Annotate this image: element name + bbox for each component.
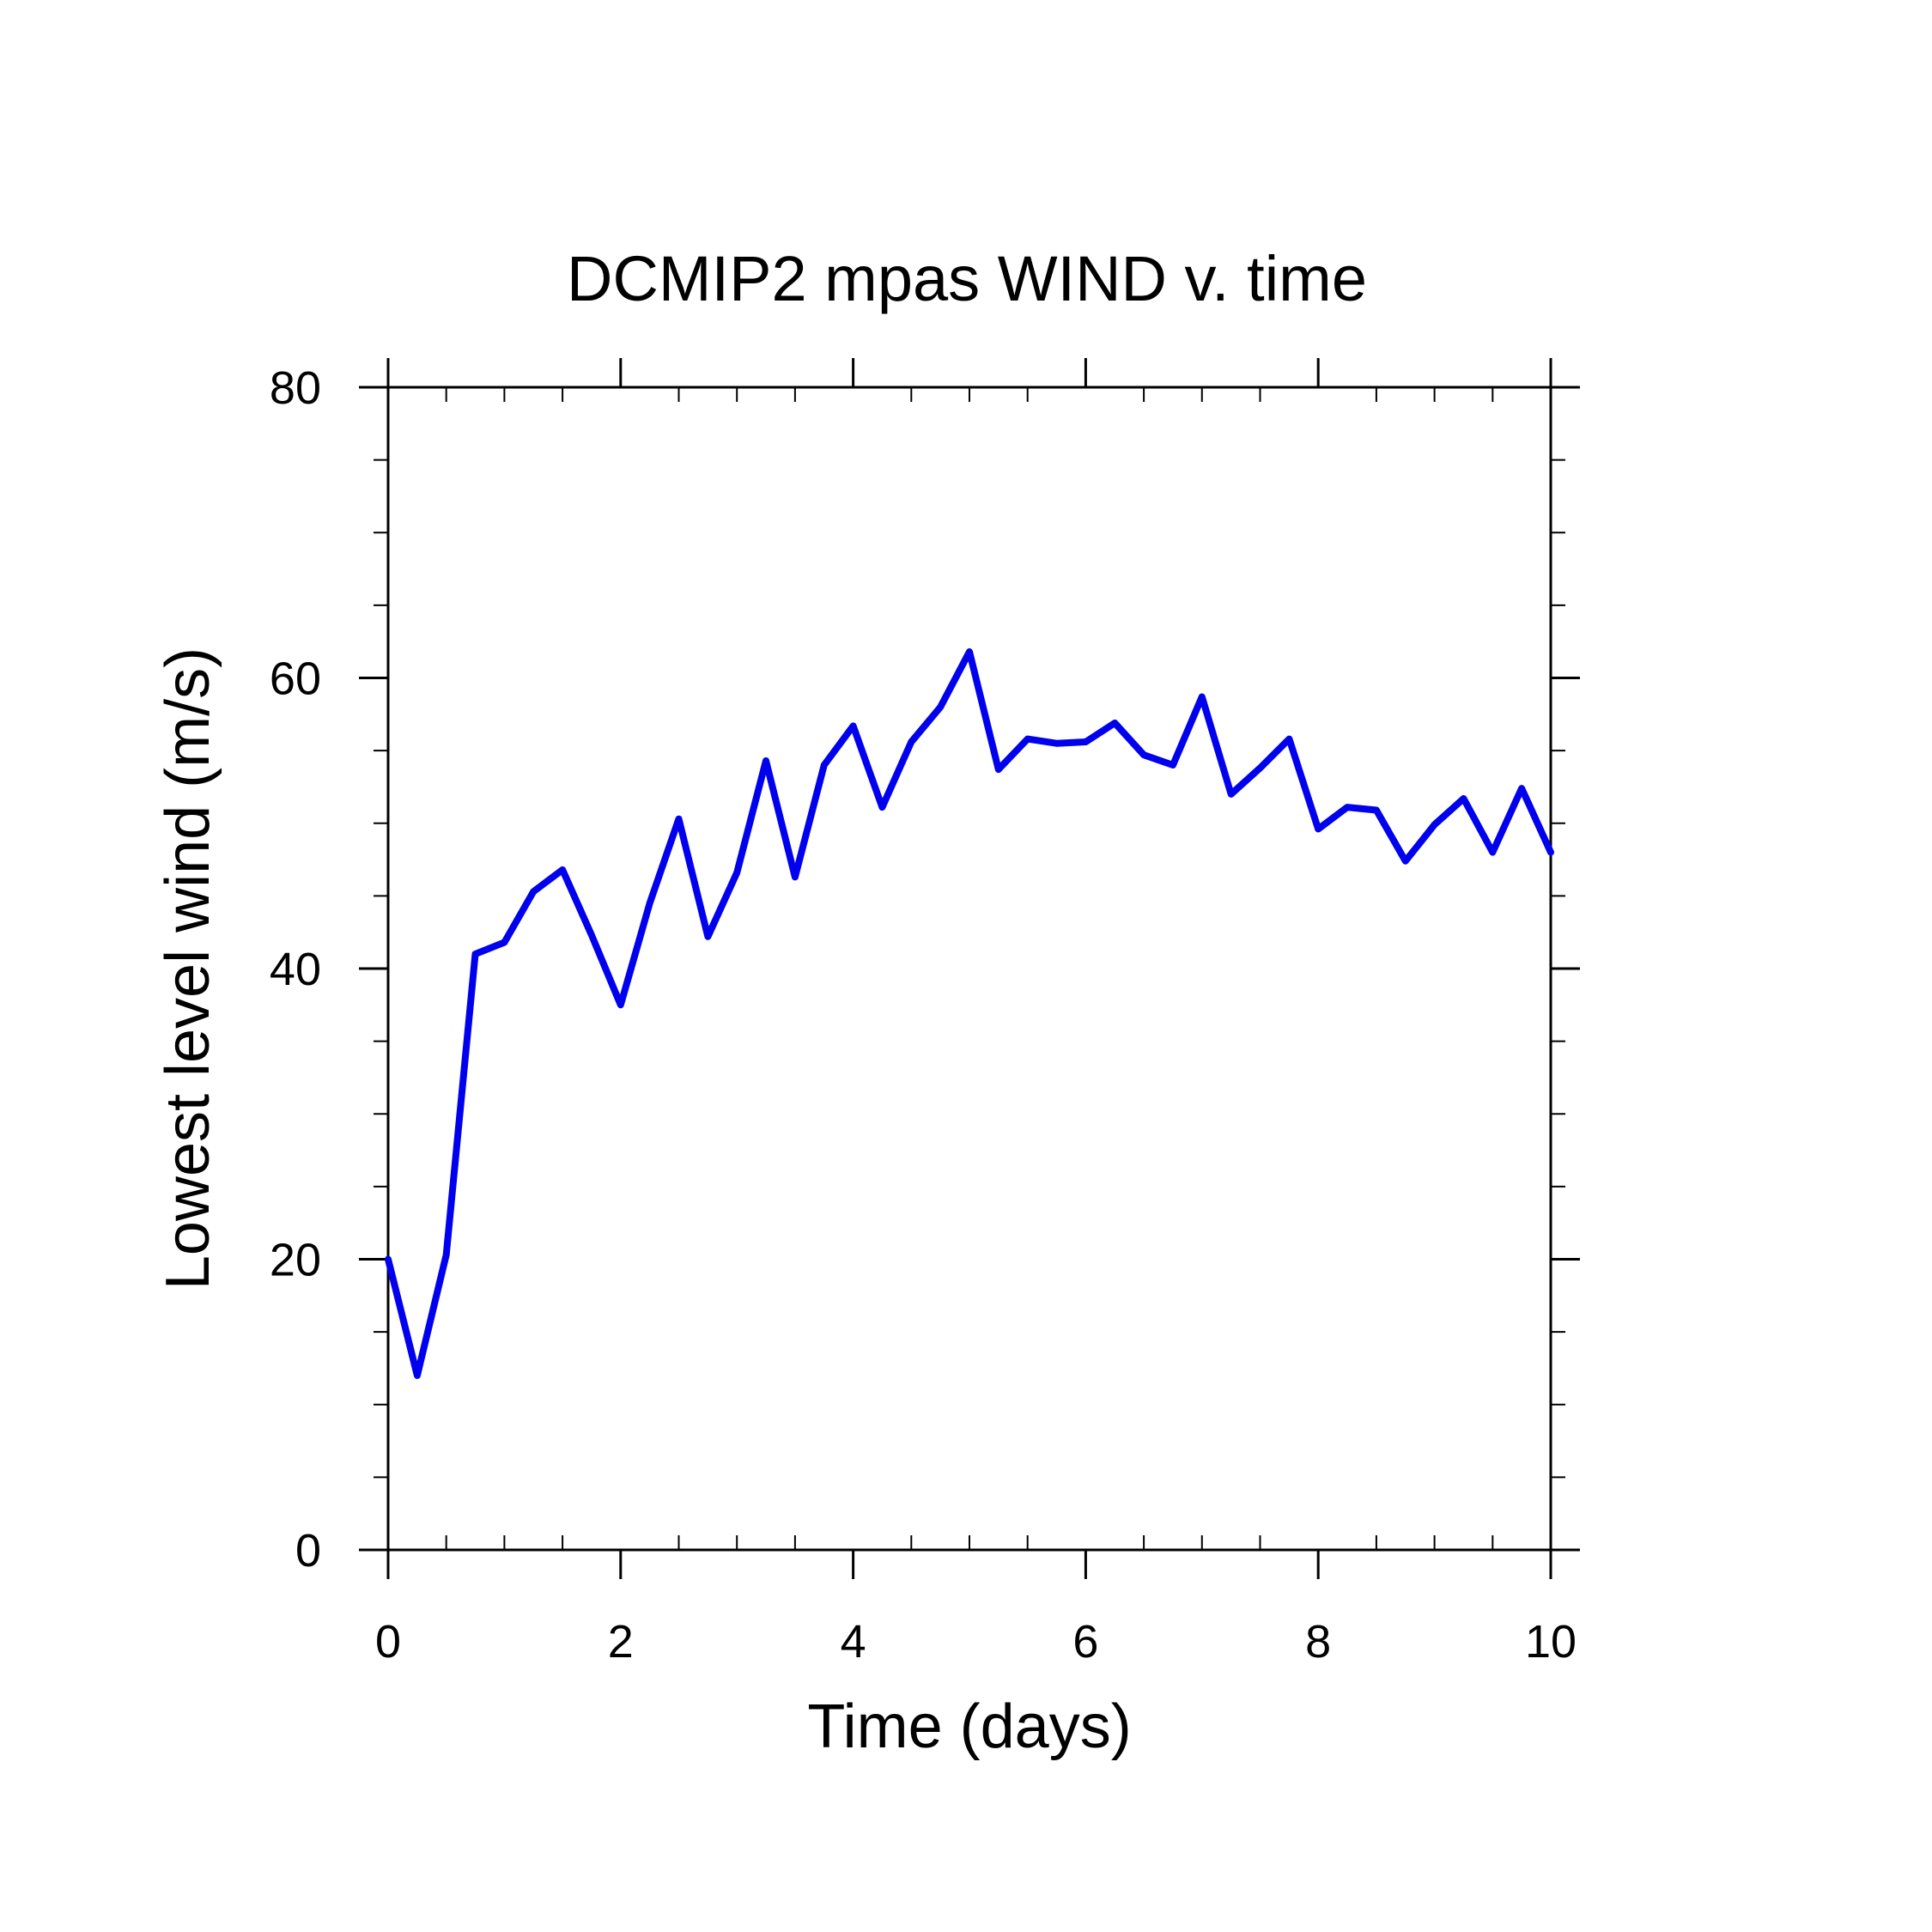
x-tick-label: 8 xyxy=(1305,1616,1331,1668)
y-tick-label: 40 xyxy=(270,944,321,995)
axis-ticks xyxy=(359,358,1580,1579)
y-tick-label: 0 xyxy=(295,1525,321,1577)
x-tick-label: 6 xyxy=(1072,1616,1098,1668)
x-axis-title: Time (days) xyxy=(807,1692,1131,1761)
chart-title: DCMIP2 mpas WIND v. time xyxy=(567,243,1367,314)
tick-labels: 0 2 4 6 8 10 0 20 40 60 80 xyxy=(270,362,1577,1668)
x-tick-label: 4 xyxy=(841,1616,866,1668)
y-axis-title: Lowest level wind (m/s) xyxy=(154,647,222,1290)
x-tick-label: 2 xyxy=(608,1616,634,1668)
series-group xyxy=(385,648,1554,1379)
x-tick-label: 0 xyxy=(375,1616,401,1668)
x-tick-label: 10 xyxy=(1525,1616,1577,1668)
y-tick-label: 60 xyxy=(270,653,321,705)
series-line xyxy=(385,648,1554,1379)
y-tick-label: 20 xyxy=(270,1235,321,1286)
plot-frame xyxy=(386,386,1552,1552)
y-tick-label: 80 xyxy=(270,362,321,414)
